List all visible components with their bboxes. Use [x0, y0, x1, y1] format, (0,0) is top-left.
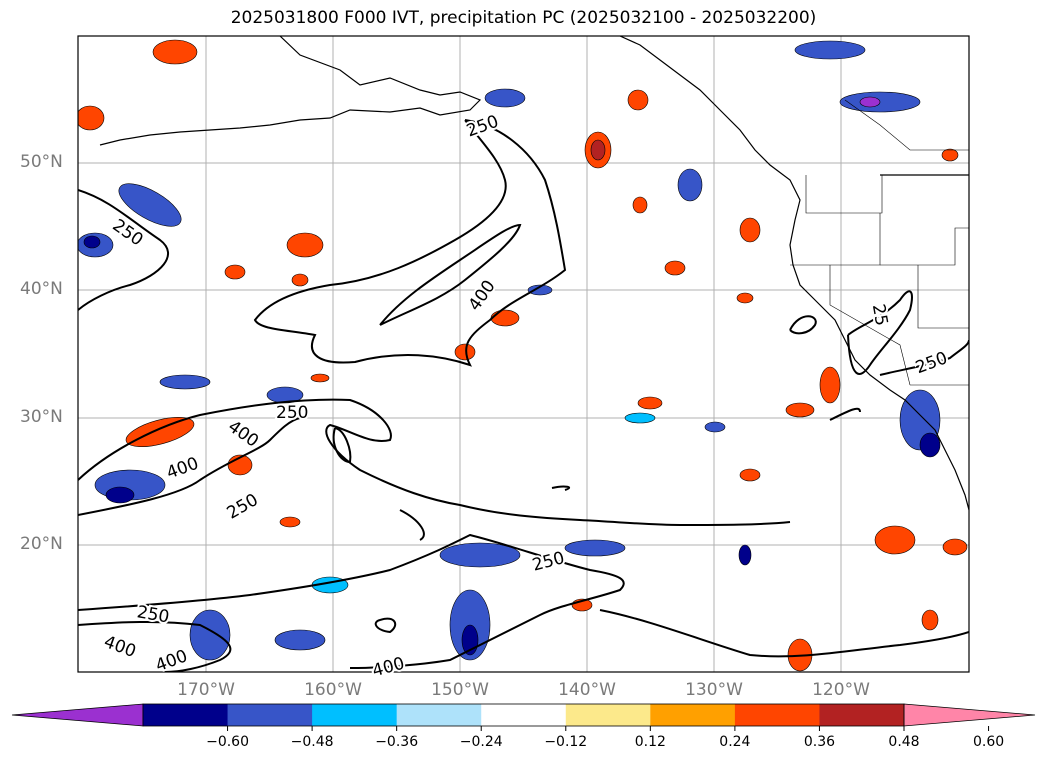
contour-label: 400 [224, 417, 262, 452]
colorbar-tick-label: 0.24 [719, 734, 751, 750]
contour-label: 250 [109, 215, 147, 250]
precip-positive-areas [78, 39, 968, 672]
contour-label: 400 [164, 454, 201, 484]
map-frame [77, 35, 970, 673]
ivt-contours [78, 119, 969, 672]
borders [790, 99, 969, 386]
lon-label: 170°W [177, 680, 235, 700]
contour-label: 400 [370, 654, 407, 682]
colorbar-tick-label: −0.48 [290, 734, 334, 750]
lat-label: 50°N [20, 152, 63, 172]
colorbar-tick-label: −0.60 [206, 734, 249, 750]
colorbar-tick-label: 0.36 [803, 734, 836, 750]
colorbar-tick-label: 0.60 [972, 734, 1005, 750]
lon-label: 120°W [812, 680, 870, 700]
colorbar-tick-label: −0.12 [544, 734, 588, 750]
coastline [99, 36, 969, 511]
gridlines [78, 36, 969, 672]
contour-label: 250 [276, 403, 308, 423]
contour-label: 250 [224, 490, 262, 524]
lat-label: 40°N [20, 279, 63, 299]
map-title: 2025031800 F000 IVT, precipitation PC (2… [230, 8, 817, 28]
contour-label: 400 [101, 632, 138, 662]
contour-label: 250 [530, 548, 567, 576]
lon-label: 150°W [431, 680, 489, 700]
lon-label: 140°W [558, 680, 616, 700]
contour-label: 250 [913, 348, 950, 378]
lat-label: 30°N [20, 407, 63, 427]
colorbar-tick-label: 0.48 [888, 734, 920, 750]
colorbar-tick-label: 0.12 [634, 734, 666, 750]
contour-label: 250 [135, 602, 170, 627]
lon-label: 130°W [685, 680, 743, 700]
contour-label: 25 [868, 303, 891, 328]
colorbar-tick-label: −0.36 [375, 734, 419, 750]
colorbar-tick-label: −0.24 [459, 734, 503, 750]
contour-label: 400 [465, 277, 500, 315]
lon-label: 160°W [304, 680, 362, 700]
contour-label: 250 [464, 112, 501, 142]
lat-label: 20°N [20, 534, 63, 554]
